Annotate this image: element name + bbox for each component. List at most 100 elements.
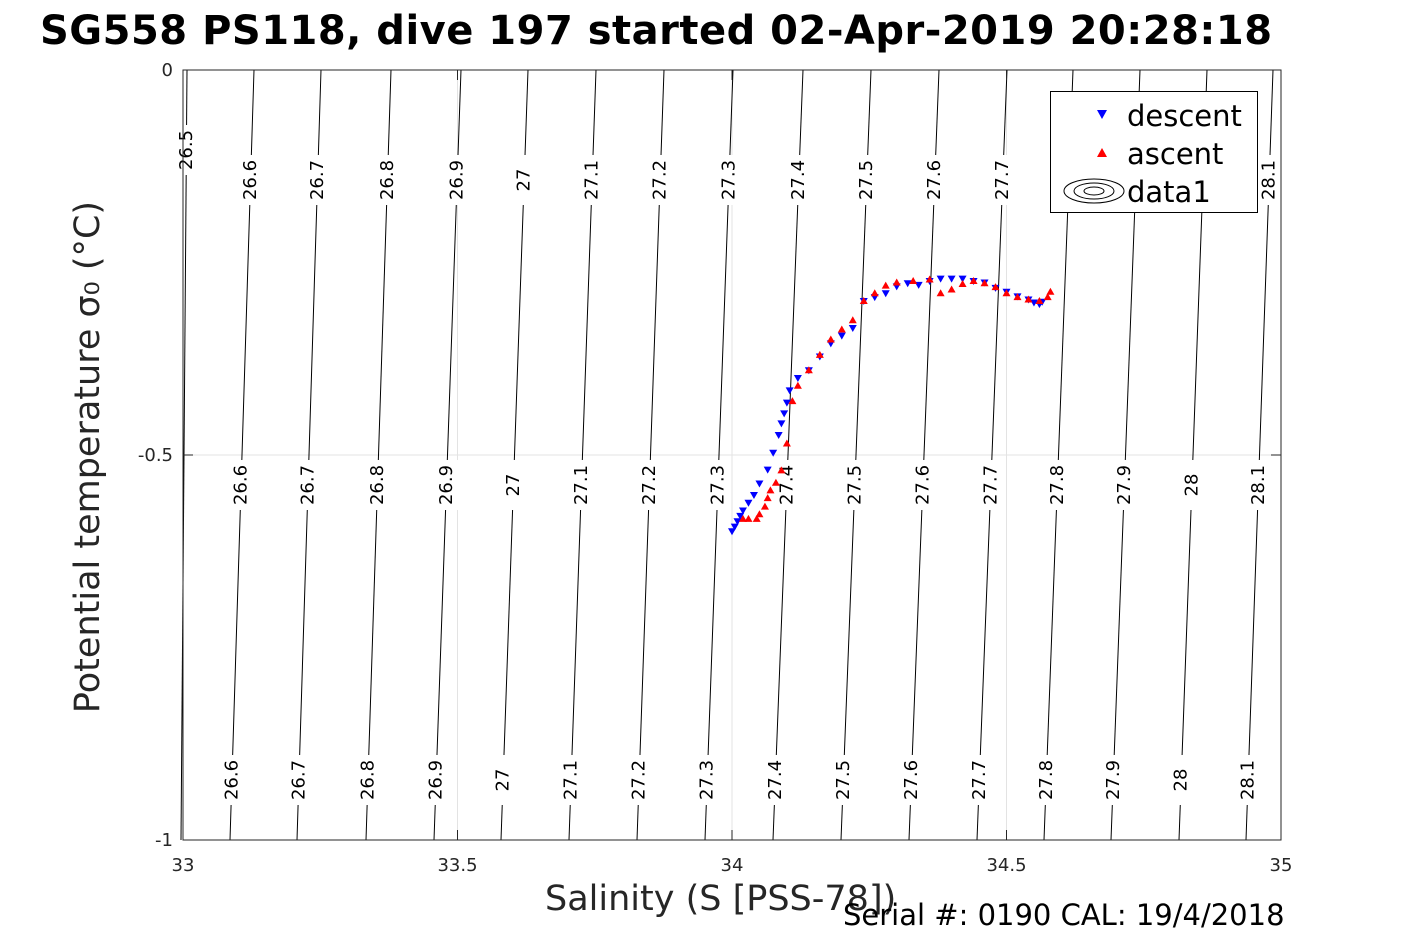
descent-point bbox=[744, 499, 753, 507]
contour-label: 27.7 bbox=[992, 160, 1013, 200]
data-points bbox=[728, 275, 1055, 536]
ascent-point bbox=[958, 280, 967, 288]
descent-point bbox=[777, 420, 786, 428]
descent-point bbox=[774, 431, 783, 439]
contour-label-bg bbox=[854, 155, 879, 205]
contour-line: 27.9 27.9 bbox=[1101, 69, 1141, 841]
ascent-point bbox=[760, 502, 769, 510]
contour-label: 27.6 bbox=[901, 760, 922, 800]
ascent-point bbox=[848, 316, 857, 324]
ascent-point bbox=[892, 278, 901, 286]
descent-point bbox=[730, 523, 739, 531]
ascent-point bbox=[1024, 295, 1033, 303]
descent-point bbox=[837, 332, 846, 340]
descent-point bbox=[728, 528, 736, 536]
x-tick-label: 33.5 bbox=[437, 855, 477, 876]
contour-label: 28.1 bbox=[1259, 160, 1280, 200]
contour-label-bg bbox=[1236, 755, 1261, 805]
contour-label-bg bbox=[559, 755, 584, 805]
ascent-point bbox=[870, 289, 879, 297]
x-tick-label: 33 bbox=[172, 855, 195, 876]
ascent-point bbox=[909, 276, 918, 284]
contour-label: 27.5 bbox=[856, 160, 877, 200]
contour-label: 26.6 bbox=[231, 465, 252, 505]
contour-label-bg bbox=[763, 755, 788, 805]
contour-line: 26.6 26.6 26.6 bbox=[219, 69, 263, 841]
contour-label-bg bbox=[705, 460, 730, 510]
ascent-point bbox=[788, 397, 797, 405]
contour-label: 26.7 bbox=[307, 160, 328, 200]
ascent-point bbox=[837, 325, 846, 333]
descent-point bbox=[947, 275, 956, 283]
y-tick-label: -0.5 bbox=[138, 445, 173, 466]
contour-label-bg bbox=[627, 755, 652, 805]
descent-point bbox=[881, 290, 890, 298]
contour-label-bg bbox=[580, 155, 605, 205]
density-contours: 26.526.626.626.626.726.726.726.826.826.8… bbox=[174, 69, 1282, 841]
contour-line: 26.7 26.7 26.7 bbox=[286, 69, 330, 841]
contour-line: 27.1 27.1 27.1 bbox=[559, 69, 605, 841]
contour-label-bg bbox=[831, 755, 856, 805]
contour-line: 27.2 27.2 27.2 bbox=[627, 69, 673, 841]
ascent-marker-icon bbox=[1097, 148, 1107, 157]
ascent-point bbox=[763, 494, 772, 502]
ascent-point bbox=[793, 381, 802, 389]
ascent-point bbox=[826, 335, 835, 343]
ascent-point bbox=[947, 285, 956, 293]
contour-label-bg bbox=[648, 155, 673, 205]
ascent-point bbox=[980, 279, 989, 287]
contour-label-bg bbox=[424, 755, 449, 805]
ascent-point bbox=[925, 275, 934, 283]
ascent-point bbox=[771, 478, 780, 486]
ascent-point bbox=[777, 466, 786, 474]
ascent-point bbox=[991, 283, 1000, 291]
legend-label-ascent: ascent bbox=[1127, 137, 1224, 171]
contour-label: 27 bbox=[503, 474, 524, 497]
contour-label-bg bbox=[1246, 460, 1271, 510]
legend: descent ascent data1 bbox=[1050, 91, 1258, 213]
x-tick-label: 34 bbox=[721, 855, 744, 876]
contour-label: 27.8 bbox=[1047, 465, 1068, 505]
ascent-point bbox=[881, 281, 890, 289]
contour-label: 27.3 bbox=[719, 160, 740, 200]
contour-label: 26.6 bbox=[240, 160, 261, 200]
contour-label: 28.1 bbox=[1238, 760, 1259, 800]
contour-label: 27.6 bbox=[924, 160, 945, 200]
contour-label-bg bbox=[967, 755, 992, 805]
contour-label-bg bbox=[1045, 460, 1070, 510]
contour-line: 27.3 27.3 27.3 bbox=[695, 69, 741, 841]
descent-point bbox=[780, 410, 789, 418]
contour-label: 26.9 bbox=[426, 760, 447, 800]
contour-label-bg bbox=[899, 755, 924, 805]
contour-label-bg bbox=[219, 755, 244, 805]
descent-point bbox=[755, 480, 764, 488]
contour-symbol-icon bbox=[1063, 178, 1125, 204]
axes: 33 33.5 34 34.5 35 -1 -0.5 0 bbox=[138, 60, 1293, 876]
y-axis-label: Potential temperature σ₀ (°C) bbox=[68, 200, 108, 714]
contour-label: 26.8 bbox=[357, 760, 378, 800]
contour-label-bg bbox=[445, 155, 470, 205]
contour-label: 27 bbox=[493, 769, 514, 792]
contour-label-bg bbox=[434, 460, 459, 510]
contour-label-bg bbox=[501, 460, 526, 510]
ascent-point bbox=[1046, 287, 1055, 295]
descent-point bbox=[793, 375, 802, 382]
ascent-point bbox=[782, 439, 791, 447]
contour-line: 26.8 26.8 26.8 bbox=[355, 69, 400, 841]
contour-label: 27.3 bbox=[697, 760, 718, 800]
contour-label: 27.1 bbox=[561, 760, 582, 800]
ascent-point bbox=[1035, 297, 1044, 304]
contour-label-bg bbox=[365, 460, 390, 510]
contour-label-bg bbox=[512, 155, 537, 205]
contour-label-bg bbox=[990, 155, 1015, 205]
y-tick-label: 0 bbox=[162, 60, 173, 81]
contour-label-bg bbox=[637, 460, 662, 510]
descent-point bbox=[738, 507, 747, 515]
contour-label-bg bbox=[1112, 460, 1137, 510]
contour-label-bg bbox=[1034, 755, 1059, 805]
contour-label: 27.2 bbox=[650, 160, 671, 200]
descent-point bbox=[848, 324, 857, 332]
descent-point bbox=[785, 387, 794, 395]
ascent-point bbox=[1002, 289, 1011, 297]
